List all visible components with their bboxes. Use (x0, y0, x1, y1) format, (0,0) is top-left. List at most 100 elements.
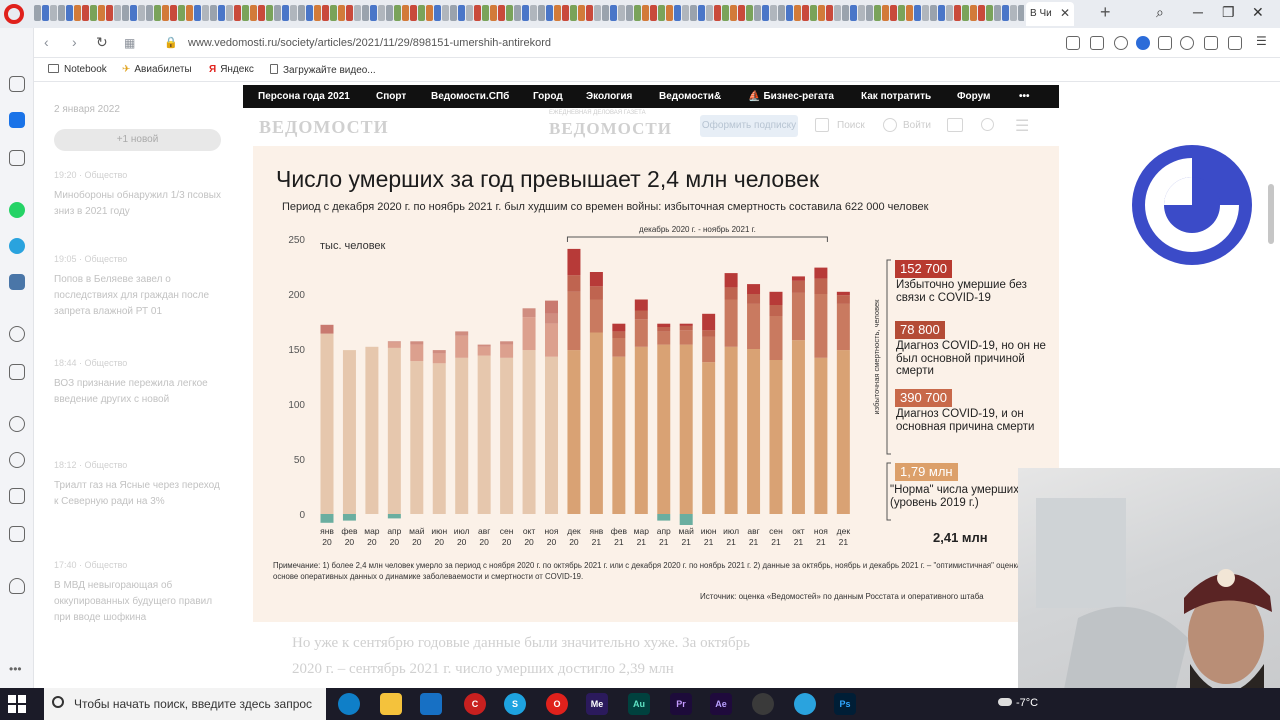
active-tab[interactable]: В Чи (1026, 2, 1074, 26)
browser-tab[interactable] (914, 5, 921, 21)
browser-tab[interactable] (466, 5, 473, 21)
browser-tab[interactable] (650, 5, 657, 21)
telegram-taskbar-icon[interactable] (794, 693, 816, 715)
nav-forum[interactable]: Форум (957, 91, 991, 102)
browser-tab[interactable] (218, 5, 225, 21)
speed-dial-sidebar-icon[interactable] (9, 326, 25, 342)
browser-tab[interactable] (522, 5, 529, 21)
browser-tab[interactable] (474, 5, 481, 21)
browser-tab[interactable] (434, 5, 441, 21)
browser-tab[interactable] (986, 5, 993, 21)
browser-tab[interactable] (642, 5, 649, 21)
nav-person-of-year[interactable]: Персона года 2021 (258, 91, 350, 102)
send-sidebar-icon[interactable] (9, 364, 25, 380)
browser-tab[interactable] (138, 5, 145, 21)
downloads-icon[interactable] (9, 488, 25, 504)
bookmark-video[interactable]: Загружайте видео... (270, 64, 376, 76)
browser-tab[interactable] (810, 5, 817, 21)
browser-tab[interactable] (194, 5, 201, 21)
browser-tab[interactable] (898, 5, 905, 21)
browser-tab[interactable] (970, 5, 977, 21)
browser-tab[interactable] (738, 5, 745, 21)
audition-icon[interactable]: Au (628, 693, 650, 715)
nav-more[interactable]: ••• (1019, 91, 1030, 102)
browser-tab[interactable] (394, 5, 401, 21)
browser-tab[interactable] (722, 5, 729, 21)
bookmark-avia[interactable]: ✈ Авиабилеты (122, 64, 192, 75)
browser-tab[interactable] (634, 5, 641, 21)
browser-tab[interactable] (450, 5, 457, 21)
browser-tab[interactable] (346, 5, 353, 21)
browser-tab[interactable] (538, 5, 545, 21)
browser-tab[interactable] (626, 5, 633, 21)
browser-tab[interactable] (322, 5, 329, 21)
browser-tab[interactable] (250, 5, 257, 21)
browser-tab[interactable] (618, 5, 625, 21)
telegram-icon[interactable] (9, 238, 25, 254)
browser-tab[interactable] (146, 5, 153, 21)
browser-tab[interactable] (122, 5, 129, 21)
browser-tab[interactable] (74, 5, 81, 21)
browser-tab[interactable] (402, 5, 409, 21)
cube-icon[interactable] (1204, 36, 1218, 50)
browser-tab[interactable] (50, 5, 57, 21)
browser-tab[interactable] (458, 5, 465, 21)
browser-tab[interactable] (90, 5, 97, 21)
history-icon[interactable] (9, 452, 25, 468)
news-item[interactable]: 19:05 · Общество Попов в Беляеве завел о … (54, 254, 224, 320)
browser-tab[interactable] (874, 5, 881, 21)
browser-tab[interactable] (962, 5, 969, 21)
news-item[interactable]: 18:44 · Общество ВОЗ признание пережила л… (54, 358, 224, 408)
browser-tab[interactable] (682, 5, 689, 21)
browser-tab[interactable] (58, 5, 65, 21)
user-icon[interactable] (883, 118, 897, 132)
speed-dial-icon[interactable]: ▦ (124, 36, 136, 50)
browser-tab[interactable] (778, 5, 785, 21)
newspaper-icon[interactable] (815, 118, 829, 132)
forward-icon[interactable]: › (72, 34, 77, 50)
vk-icon[interactable] (9, 274, 25, 290)
browser-tab[interactable] (370, 5, 377, 21)
new-items-button[interactable]: +1 новой (54, 129, 221, 151)
after-effects-icon[interactable]: Ae (710, 693, 732, 715)
browser-tab[interactable] (674, 5, 681, 21)
search-tabs-icon[interactable]: ⌕ (1156, 4, 1164, 20)
bookmark-notebook[interactable]: Notebook (48, 64, 107, 75)
browser-tab[interactable] (698, 5, 705, 21)
browser-tab[interactable] (826, 5, 833, 21)
more-icon[interactable]: ••• (9, 662, 22, 676)
ccleaner-icon[interactable]: C (464, 693, 486, 715)
weather-temp[interactable]: -7°С (998, 697, 1038, 709)
tips-bulb-icon[interactable] (9, 578, 25, 594)
close-window-icon[interactable]: ✕ (1252, 4, 1264, 20)
browser-tab[interactable] (954, 5, 961, 21)
camera-icon[interactable] (1114, 36, 1128, 50)
url-input[interactable]: www.vedomosti.ru/society/articles/2021/1… (188, 37, 551, 49)
back-icon[interactable]: ‹ (44, 34, 49, 50)
nav-spend[interactable]: Как потратить (861, 91, 932, 102)
browser-tab[interactable] (1002, 5, 1009, 21)
browser-tab[interactable] (834, 5, 841, 21)
player-icon[interactable] (9, 150, 25, 166)
browser-tab[interactable] (906, 5, 913, 21)
browser-tab[interactable] (210, 5, 217, 21)
browser-tab[interactable] (498, 5, 505, 21)
search-icon[interactable] (981, 118, 994, 131)
tab-close-icon[interactable]: ✕ (1060, 6, 1071, 20)
browser-tab[interactable] (770, 5, 777, 21)
heart-icon[interactable] (1180, 36, 1194, 50)
site-logo-center[interactable]: ВЕДОМОСТИ (549, 119, 672, 138)
browser-tab[interactable] (442, 5, 449, 21)
browser-tab[interactable] (762, 5, 769, 21)
browser-tab[interactable] (282, 5, 289, 21)
browser-tab[interactable] (530, 5, 537, 21)
browser-tab[interactable] (202, 5, 209, 21)
nav-sport[interactable]: Спорт (376, 91, 407, 102)
browser-tab[interactable] (66, 5, 73, 21)
browser-tab[interactable] (98, 5, 105, 21)
browser-tab[interactable] (506, 5, 513, 21)
obs-icon[interactable] (752, 693, 774, 715)
explorer-icon[interactable] (380, 693, 402, 715)
browser-tab[interactable] (610, 5, 617, 21)
download-icon[interactable] (1228, 36, 1242, 50)
